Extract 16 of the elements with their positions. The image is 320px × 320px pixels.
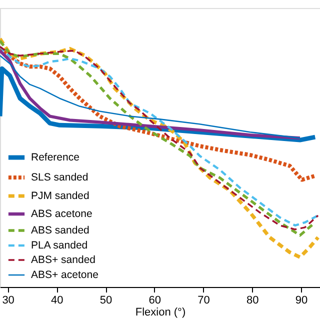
x-tick-label: 70 xyxy=(198,294,210,306)
x-axis-title: Flexion (°) xyxy=(135,306,186,318)
legend-label: ABS acetone xyxy=(31,208,92,220)
legend-label: ABS+ sanded xyxy=(31,254,96,266)
x-tick-label: 50 xyxy=(100,294,112,306)
x-tick-label: 40 xyxy=(51,294,64,306)
x-tick-label: 80 xyxy=(246,294,259,306)
legend-label: SLS sanded xyxy=(31,172,88,184)
x-tick-label: 60 xyxy=(148,294,162,306)
x-tick-label: 90 xyxy=(295,294,308,306)
x-tick-label: 30 xyxy=(2,294,14,306)
legend-label: Reference xyxy=(31,152,80,164)
legend-label: ABS+ acetone xyxy=(31,269,99,281)
legend-label: PLA sanded xyxy=(31,240,88,252)
legend-label: PJM sanded xyxy=(31,190,90,202)
legend-label: ABS sanded xyxy=(31,224,90,236)
